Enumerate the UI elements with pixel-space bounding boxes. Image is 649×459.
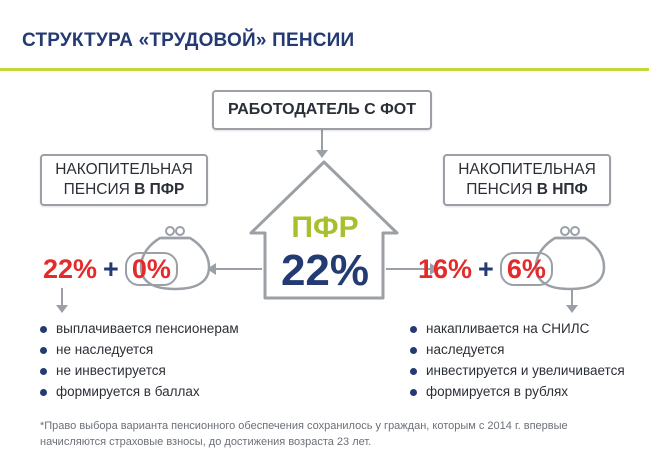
bullet-icon bbox=[40, 389, 47, 396]
left-feature-list: выплачивается пенсионерам не наследуется… bbox=[40, 319, 239, 403]
footnote: *Право выбора варианта пенсионного обесп… bbox=[40, 420, 568, 448]
right-box-line1: НАКОПИТЕЛЬНАЯ bbox=[458, 161, 596, 178]
title-underline bbox=[0, 68, 649, 71]
house-icon bbox=[249, 160, 399, 300]
right-split-op: + bbox=[478, 254, 494, 284]
list-item: не инвестируется bbox=[40, 361, 239, 381]
left-split-op: + bbox=[103, 254, 119, 284]
right-box-line2-bold: В НПФ bbox=[536, 181, 588, 198]
arrow-right-icon bbox=[386, 263, 439, 275]
list-item: формируется в рублях bbox=[410, 382, 625, 402]
list-item-text: не наследуется bbox=[56, 342, 154, 357]
bullet-icon bbox=[410, 326, 417, 333]
list-item-text: не инвестируется bbox=[56, 363, 166, 378]
left-box-line2: ПЕНСИЯ В ПФР bbox=[42, 180, 206, 200]
list-item-text: инвестируется и увеличивается bbox=[426, 363, 625, 378]
employer-box: РАБОТОДАТЕЛЬ С ФОТ bbox=[212, 90, 432, 130]
house-value: 22% bbox=[280, 246, 370, 295]
right-split-a: 16% bbox=[418, 254, 473, 284]
list-item-text: формируется в баллах bbox=[56, 384, 200, 399]
page-title: СТРУКТУРА «ТРУДОВОЙ» ПЕНСИИ bbox=[22, 30, 355, 51]
arrow-down-left-icon bbox=[56, 288, 68, 313]
arrow-down-right-icon bbox=[566, 290, 578, 313]
list-item-text: формируется в рублях bbox=[426, 384, 569, 399]
bullet-icon bbox=[40, 326, 47, 333]
right-box-line2-prefix: ПЕНСИЯ bbox=[466, 181, 537, 198]
right-feature-list: накапливается на СНИЛС наследуется инвес… bbox=[410, 319, 625, 403]
arrow-down-icon bbox=[316, 130, 328, 158]
house-label: ПФР bbox=[291, 211, 359, 244]
list-item: наследуется bbox=[410, 340, 625, 360]
right-split: 16% +6% bbox=[418, 252, 553, 286]
list-item: не наследуется bbox=[40, 340, 239, 360]
left-split-b: 0% bbox=[124, 252, 178, 286]
list-item: накапливается на СНИЛС bbox=[410, 319, 625, 339]
left-box-line2-prefix: ПЕНСИЯ bbox=[63, 181, 135, 198]
left-split: 22% +0% bbox=[43, 252, 178, 286]
list-item: инвестируется и увеличивается bbox=[410, 361, 625, 381]
right-box-line2: ПЕНСИЯ В НПФ bbox=[445, 180, 609, 200]
left-split-a: 22% bbox=[43, 254, 98, 284]
purse-icon-right bbox=[534, 226, 606, 291]
bullet-icon bbox=[40, 347, 47, 354]
list-item: формируется в баллах bbox=[40, 382, 239, 402]
bullet-icon bbox=[40, 368, 47, 375]
left-box-line1: НАКОПИТЕЛЬНАЯ bbox=[55, 161, 193, 178]
left-pension-box: НАКОПИТЕЛЬНАЯ ПЕНСИЯ В ПФР bbox=[40, 154, 208, 206]
bullet-icon bbox=[410, 368, 417, 375]
bullet-icon bbox=[410, 389, 417, 396]
right-pension-box: НАКОПИТЕЛЬНАЯ ПЕНСИЯ В НПФ bbox=[443, 154, 611, 206]
bullet-icon bbox=[410, 347, 417, 354]
list-item-text: выплачивается пенсионерам bbox=[56, 321, 239, 336]
list-item-text: накапливается на СНИЛС bbox=[426, 321, 590, 336]
list-item-text: наследуется bbox=[426, 342, 505, 357]
right-split-b: 6% bbox=[499, 252, 553, 286]
arrow-left-icon bbox=[207, 263, 262, 275]
left-box-line2-bold: В ПФР bbox=[134, 181, 185, 198]
list-item: выплачивается пенсионерам bbox=[40, 319, 239, 339]
